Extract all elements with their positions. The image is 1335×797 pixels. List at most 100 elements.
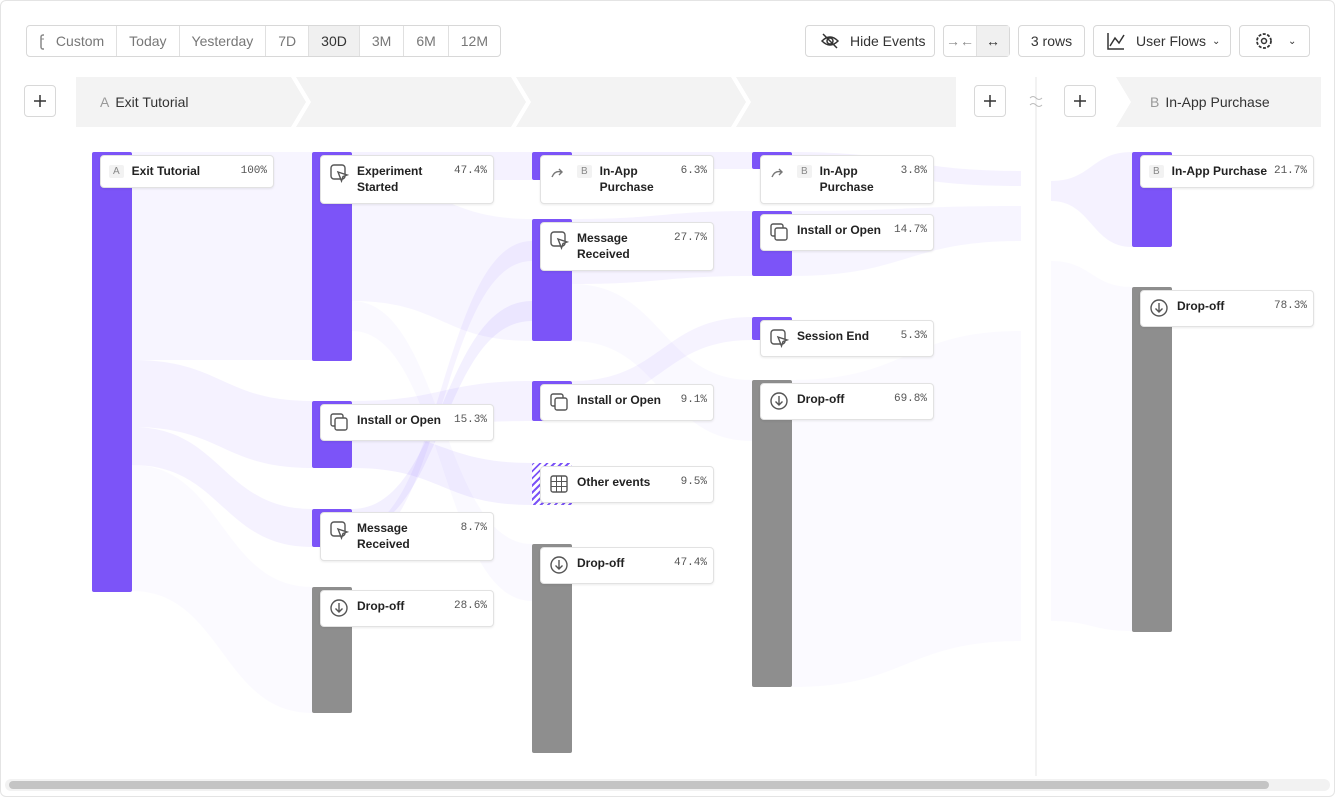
node-card[interactable]: Install or Open 9.1%	[540, 384, 714, 421]
node-icon	[550, 231, 569, 250]
node-label: In-App Purchase	[1171, 164, 1268, 178]
node-bar	[752, 380, 792, 688]
flow-ribbon	[132, 152, 312, 360]
node-value: 100%	[240, 165, 267, 177]
node-icon	[771, 168, 783, 178]
flow-ribbon	[132, 360, 312, 468]
node-label: Drop-off	[797, 392, 845, 406]
node-icon	[1150, 299, 1168, 317]
node-card[interactable]: Drop-off 28.6%	[320, 590, 494, 627]
range-option[interactable]: Yesterday	[180, 26, 267, 56]
step-name: Exit Tutorial	[115, 94, 189, 110]
range-option[interactable]: Today	[117, 26, 180, 56]
node-card[interactable]: Drop-off 78.3%	[1140, 290, 1314, 327]
node-icon	[330, 164, 349, 183]
add-step-button[interactable]	[1064, 85, 1096, 117]
node-label: Session End	[797, 329, 870, 343]
node-label: Install or Open	[577, 393, 662, 407]
step-title: A Exit Tutorial	[100, 94, 188, 110]
range-option[interactable]: 7D	[266, 26, 310, 56]
node-value: 3.8%	[900, 165, 927, 177]
node-badge: B	[577, 165, 592, 178]
flow-ribbon	[132, 427, 312, 547]
step-letter: B	[1150, 94, 1160, 110]
collapse-icon[interactable]: →←	[944, 26, 977, 56]
node-value: 9.1%	[680, 394, 707, 406]
caret: ⌄	[1212, 35, 1221, 47]
add-step-button[interactable]	[24, 85, 56, 117]
node-label: Other events	[577, 475, 651, 489]
add-step-button[interactable]	[974, 85, 1006, 117]
view-button[interactable]: User Flows ⌄	[1093, 25, 1231, 57]
calendar-icon	[40, 34, 44, 50]
node-value: 9.5%	[680, 476, 707, 488]
flow-ribbon	[352, 431, 532, 505]
node-card[interactable]: A Exit Tutorial 100%	[100, 155, 274, 188]
node-card[interactable]: Experiment Started 47.4%	[320, 155, 494, 204]
step-name: In-App Purchase	[1165, 94, 1270, 110]
node-card[interactable]: B In-App Purchase 6.3%	[540, 155, 714, 204]
flow-ribbon	[352, 241, 532, 547]
eye-off-icon	[820, 33, 840, 49]
hide-events-label: Hide Events	[850, 33, 926, 49]
node-label: In-App Purchase	[819, 164, 874, 194]
node-card[interactable]: B In-App Purchase 3.8%	[760, 155, 934, 204]
step-letter: A	[100, 94, 110, 110]
expand-toggle[interactable]: →← ↔	[943, 25, 1010, 57]
node-value: 47.4%	[453, 165, 487, 177]
range-option[interactable]: 12M	[460, 33, 488, 49]
view-label: User Flows	[1136, 33, 1207, 49]
node-card[interactable]: Drop-off 47.4%	[540, 547, 714, 584]
node-value: 15.3%	[453, 414, 487, 426]
range-option[interactable]: 6M	[404, 26, 449, 56]
node-icon	[550, 475, 568, 493]
node-value: 6.3%	[680, 165, 707, 177]
node-icon	[551, 168, 563, 178]
scroll-thumb[interactable]	[9, 781, 1269, 789]
node-value: 14.7%	[893, 224, 927, 236]
node-card[interactable]: B In-App Purchase 21.7%	[1140, 155, 1314, 188]
node-label: Message Received	[357, 521, 410, 551]
range-option[interactable]: 30D	[309, 26, 360, 56]
settings-button[interactable]: ⌄	[1239, 25, 1310, 57]
expand-icon[interactable]: ↔	[977, 26, 1009, 56]
node-label: Drop-off	[577, 556, 625, 570]
node-label: Install or Open	[357, 413, 442, 427]
range-option[interactable]: 3M	[360, 26, 405, 56]
flow-ribbon	[1051, 152, 1132, 247]
rows-button[interactable]: 3 rows	[1018, 25, 1085, 57]
node-icon	[330, 599, 348, 617]
node-bar	[1132, 287, 1172, 632]
node-card[interactable]: Install or Open 15.3%	[320, 404, 494, 441]
step-title: B In-App Purchase	[1150, 94, 1270, 110]
node-card[interactable]: Drop-off 69.8%	[760, 383, 934, 420]
step-header	[76, 77, 956, 127]
node-card[interactable]: Message Received 27.7%	[540, 222, 714, 271]
node-icon	[330, 521, 349, 540]
node-label: Drop-off	[1177, 299, 1225, 313]
node-value: 78.3%	[1273, 300, 1307, 312]
rows-label: 3 rows	[1030, 33, 1073, 49]
node-label: Message Received	[577, 231, 630, 261]
node-value: 28.6%	[453, 600, 487, 612]
date-range: Custom Today Yesterday 7D 30D 3M 6M 12M	[26, 25, 501, 57]
node-card[interactable]: Install or Open 14.7%	[760, 214, 934, 251]
hide-events-button[interactable]: Hide Events	[805, 25, 935, 57]
node-icon	[770, 392, 788, 410]
node-icon	[550, 556, 568, 574]
step-header	[1116, 77, 1321, 127]
flow-ribbon	[1051, 261, 1132, 631]
caret: ⌄	[1288, 35, 1297, 47]
range-option[interactable]: Custom	[44, 26, 118, 56]
node-badge: B	[797, 165, 812, 178]
node-value: 47.4%	[673, 557, 707, 569]
flow-ribbon	[352, 180, 532, 341]
node-icon	[330, 413, 348, 431]
node-card[interactable]: Session End 5.3%	[760, 320, 934, 357]
node-value: 8.7%	[460, 522, 487, 534]
chart-icon	[1107, 33, 1125, 50]
node-bar	[92, 152, 132, 592]
node-card[interactable]: Message Received 8.7%	[320, 512, 494, 561]
node-badge: B	[1149, 165, 1164, 178]
node-card[interactable]: Other events 9.5%	[540, 466, 714, 503]
